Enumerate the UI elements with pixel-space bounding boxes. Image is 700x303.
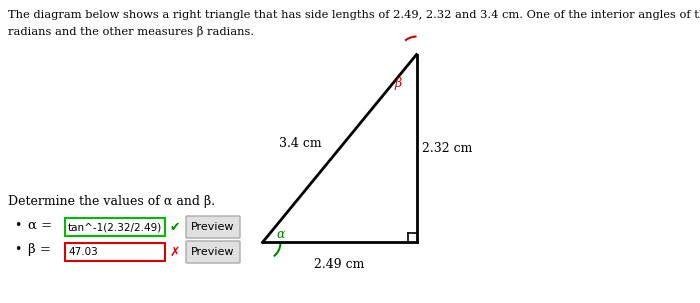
Text: ✗: ✗: [170, 245, 181, 258]
Text: 3.4 cm: 3.4 cm: [279, 137, 321, 150]
Text: 2.49 cm: 2.49 cm: [314, 258, 365, 271]
FancyBboxPatch shape: [65, 218, 165, 236]
Text: •: •: [14, 244, 22, 257]
Text: α =: α =: [28, 218, 52, 231]
FancyBboxPatch shape: [65, 243, 165, 261]
Text: α: α: [276, 228, 285, 241]
Text: 47.03: 47.03: [68, 247, 98, 257]
Text: ✔: ✔: [170, 221, 181, 234]
Text: The diagram below shows a right triangle that has side lengths of 2.49, 2.32 and: The diagram below shows a right triangle…: [8, 10, 700, 20]
Text: 2.32 cm: 2.32 cm: [421, 142, 472, 155]
Text: tan^-1(2.32/2.49): tan^-1(2.32/2.49): [68, 222, 162, 232]
FancyBboxPatch shape: [186, 216, 240, 238]
FancyBboxPatch shape: [186, 241, 240, 263]
Text: Preview: Preview: [191, 222, 235, 232]
Text: Preview: Preview: [191, 247, 235, 257]
Text: radians and the other measures β radians.: radians and the other measures β radians…: [8, 26, 254, 37]
Text: Determine the values of α and β.: Determine the values of α and β.: [8, 195, 215, 208]
Text: β: β: [395, 77, 402, 90]
Text: •: •: [14, 218, 22, 231]
Text: β =: β =: [28, 244, 51, 257]
